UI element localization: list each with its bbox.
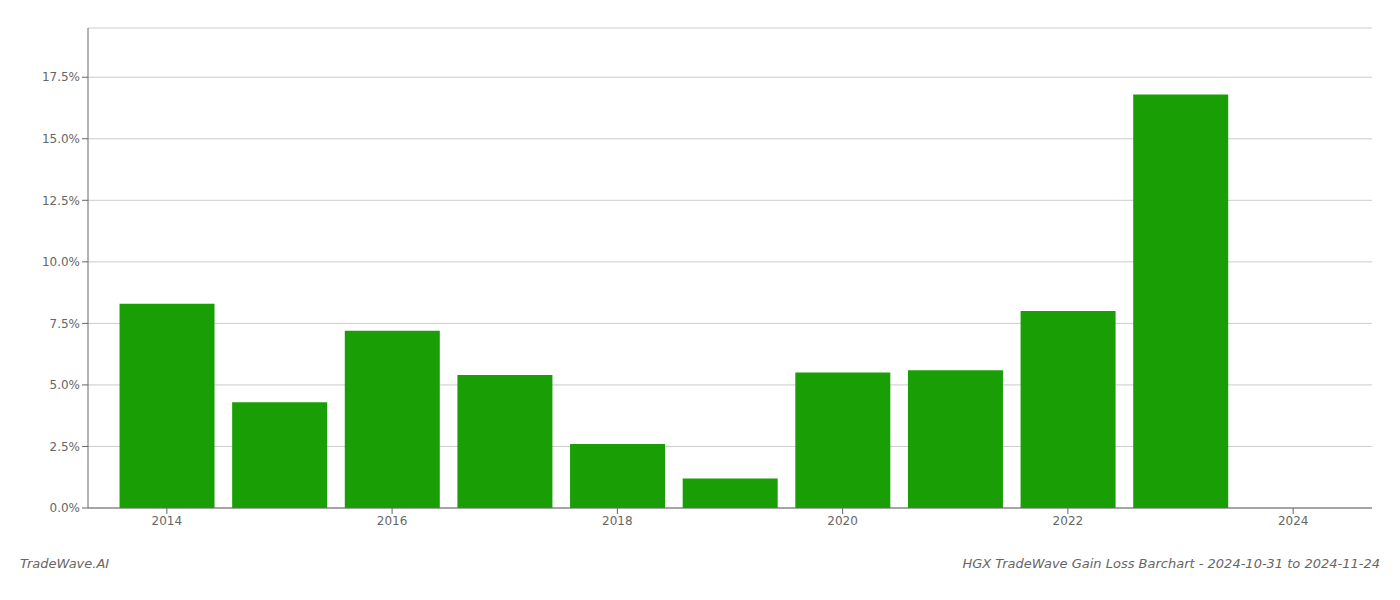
svg-text:2.5%: 2.5%	[50, 440, 81, 454]
html-text:HGX TradeWave Gain Loss Barcha: HGX TradeWave Gain Loss Barchart - 2024-…	[962, 555, 1380, 571]
svg-text:2014: 2014	[152, 514, 183, 528]
svg-text:2024: 2024	[1278, 514, 1309, 528]
svg-text:2022: 2022	[1053, 514, 1084, 528]
html-text:TradeWave.AI: TradeWave.AI	[20, 555, 110, 571]
svg-text:2018: 2018	[602, 514, 633, 528]
svg-text:2016: 2016	[377, 514, 408, 528]
svg-text:15.0%: 15.0%	[42, 132, 80, 146]
svg-text:12.5%: 12.5%	[42, 194, 80, 208]
svg-text:5.0%: 5.0%	[50, 378, 81, 392]
svg-text:17.5%: 17.5%	[42, 70, 80, 84]
svg-text:7.5%: 7.5%	[50, 317, 81, 331]
svg-text:0.0%: 0.0%	[50, 501, 81, 515]
svg-text:10.0%: 10.0%	[42, 255, 80, 269]
svg-text:2020: 2020	[827, 514, 858, 528]
